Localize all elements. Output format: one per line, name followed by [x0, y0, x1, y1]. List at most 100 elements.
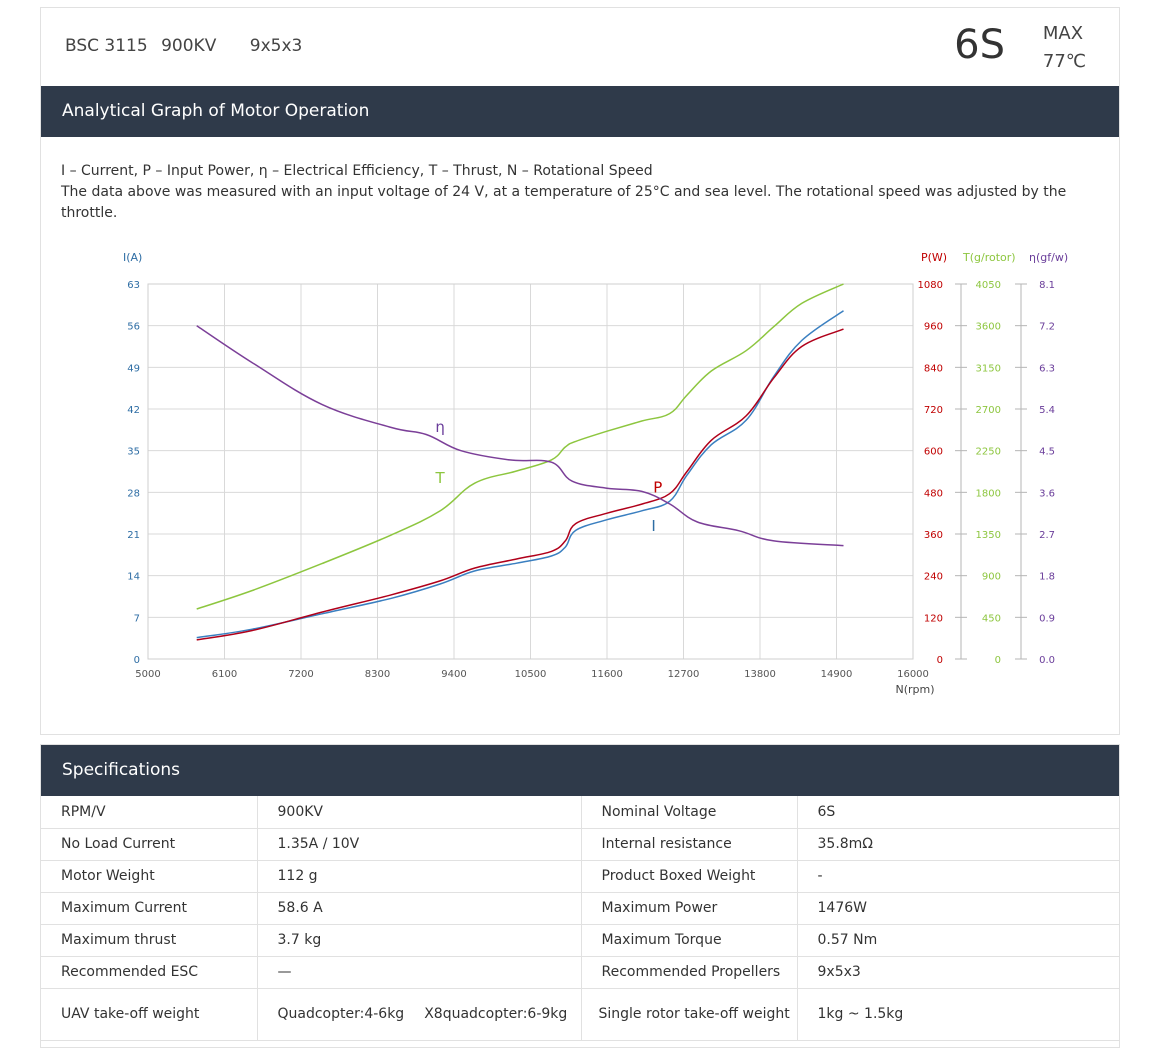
- series-annotation: P: [653, 478, 662, 496]
- plot-frame: [147, 283, 914, 660]
- specs-table: RPM/V 900KV Nominal Voltage 6S No Load Curre…: [41, 796, 1119, 1041]
- spec-label: Maximum Power: [581, 892, 798, 925]
- i-tick-label: 63: [127, 280, 140, 291]
- spec-value: 1476W: [797, 892, 1119, 925]
- spec-label: Maximum Torque: [581, 924, 798, 957]
- series-line-P: [196, 328, 844, 641]
- model-name: BSC 3115: [65, 36, 148, 56]
- legend-line: I – Current, P – Input Power, η – Electr…: [61, 163, 653, 179]
- spec-value: 3.7 kg: [257, 924, 582, 957]
- spec-value: 9x5x3: [797, 956, 1119, 989]
- motor-card: BSC 3115 900KV 9x5x3 6S MAX 77℃ Analytic…: [40, 7, 1120, 735]
- spec-value: —: [257, 956, 582, 989]
- eta-tick-label: 6.3: [1039, 363, 1055, 374]
- i-tick-label: 7: [134, 613, 140, 624]
- spec-label: Internal resistance: [581, 828, 798, 861]
- spec-label: Maximum thrust: [41, 924, 258, 957]
- x-tick-label: 7200: [288, 669, 313, 680]
- T-tick-label: 2700: [976, 405, 1001, 416]
- quad-weight: Quadcopter:4-6kg: [277, 1006, 405, 1022]
- eta-tick-label: 5.4: [1039, 405, 1055, 416]
- graph-legend: I – Current, P – Input Power, η – Electr…: [61, 161, 1119, 224]
- spec-value: 58.6 A: [257, 892, 582, 925]
- T-tick-label: 900: [982, 572, 1001, 583]
- P-tick-label: 360: [924, 530, 943, 541]
- motor-operation-chart: 5000 6100 7200 8300 9400 10500 11600 12700 13800…: [123, 251, 1068, 696]
- specs-section-title: Specifications: [41, 745, 1119, 796]
- i-tick-label: 49: [127, 363, 140, 374]
- cell-count: 6S: [954, 22, 1005, 68]
- spec-label: Product Boxed Weight: [581, 860, 798, 893]
- spec-row-takeoff: UAV take-off weight Quadcopter:4-6kg X8qua…: [41, 988, 1119, 1041]
- spec-label: Recommended ESC: [41, 956, 258, 989]
- P-tick-label: 720: [924, 405, 943, 416]
- eta-axis-label: η(gf/w): [1029, 251, 1068, 264]
- eta-tick-label: 1.8: [1039, 572, 1055, 583]
- T-tick-label: 0: [995, 655, 1001, 666]
- eta-tick-label: 0.9: [1039, 613, 1055, 624]
- x-tick-label: 16000: [897, 669, 929, 680]
- T-tick-label: 2250: [976, 447, 1001, 458]
- T-tick-label: 3600: [976, 322, 1001, 333]
- T-tick-label: 4050: [976, 280, 1001, 291]
- series-line-eta: [196, 325, 844, 547]
- spec-value: 900KV: [257, 796, 582, 829]
- P-tick-label: 480: [924, 488, 943, 499]
- i-tick-label: 56: [127, 322, 140, 333]
- T-tick-label: 450: [982, 613, 1001, 624]
- i-tick-label: 21: [127, 530, 140, 541]
- spec-label: UAV take-off weight: [41, 988, 258, 1041]
- spec-row: Motor Weight 112 g Product Boxed Weight -: [41, 860, 1119, 893]
- series-annotation: T: [435, 469, 446, 487]
- i-tick-label: 14: [127, 572, 140, 583]
- i-axis-label: I(A): [123, 251, 142, 264]
- eta-tick-label: 3.6: [1039, 488, 1055, 499]
- T-tick-label: 3150: [976, 363, 1001, 374]
- series-line-T: [196, 283, 844, 610]
- P-tick-label: 840: [924, 363, 943, 374]
- specs-card: Specifications RPM/V 900KV Nominal Voltage…: [40, 744, 1120, 1048]
- spec-row: Maximum thrust 3.7 kg Maximum Torque 0.57 N…: [41, 924, 1119, 957]
- T-tick-label: 1350: [976, 530, 1001, 541]
- x-tick-label: 6100: [212, 669, 237, 680]
- spec-label: Recommended Propellers: [581, 956, 798, 989]
- spec-value: 35.8mΩ: [797, 828, 1119, 861]
- T-axis-label: T(g/rotor): [962, 251, 1016, 264]
- x-tick-label: 13800: [744, 669, 776, 680]
- i-tick-label: 35: [127, 447, 140, 458]
- T-tick-label: 1800: [976, 488, 1001, 499]
- i-tick-label: 28: [127, 488, 140, 499]
- model-kv: 900KV: [161, 36, 217, 56]
- i-tick-label: 0: [134, 655, 140, 666]
- max-temp-block: MAX 77℃: [1043, 20, 1086, 76]
- P-tick-label: 1080: [918, 280, 943, 291]
- series-annotation: I: [651, 517, 655, 535]
- series-annotation: η: [435, 418, 445, 436]
- model-prop: 9x5x3: [249, 36, 303, 56]
- spec-label: RPM/V: [41, 796, 258, 829]
- spec-value: Quadcopter:4-6kg X8quadcopter:6-9kg: [257, 988, 582, 1041]
- measurement-note: The data above was measured with an inpu…: [61, 184, 1067, 221]
- eta-tick-label: 8.1: [1039, 280, 1055, 291]
- P-tick-label: 120: [924, 613, 943, 624]
- spec-row: Recommended ESC — Recommended Propellers 9x…: [41, 956, 1119, 989]
- P-axis-label: P(W): [921, 251, 947, 264]
- spec-value: -: [797, 860, 1119, 893]
- spec-value: 6S: [797, 796, 1119, 829]
- i-tick-label: 42: [127, 405, 140, 416]
- x-tick-label: 5000: [135, 669, 160, 680]
- graph-section-title: Analytical Graph of Motor Operation: [41, 86, 1119, 137]
- spec-value: 1kg ~ 1.5kg: [797, 988, 1119, 1041]
- eta-tick-label: 7.2: [1039, 322, 1055, 333]
- eta-tick-label: 0.0: [1039, 655, 1055, 666]
- eta-tick-label: 4.5: [1039, 447, 1055, 458]
- x-tick-label: 8300: [365, 669, 390, 680]
- spec-label: Motor Weight: [41, 860, 258, 893]
- P-tick-label: 600: [924, 447, 943, 458]
- max-temp: 77℃: [1042, 51, 1086, 72]
- P-tick-label: 0: [937, 655, 943, 666]
- spec-label: Maximum Current: [41, 892, 258, 925]
- series-line-I: [196, 310, 844, 639]
- max-label: MAX: [1042, 23, 1084, 44]
- x-tick-label: 9400: [441, 669, 466, 680]
